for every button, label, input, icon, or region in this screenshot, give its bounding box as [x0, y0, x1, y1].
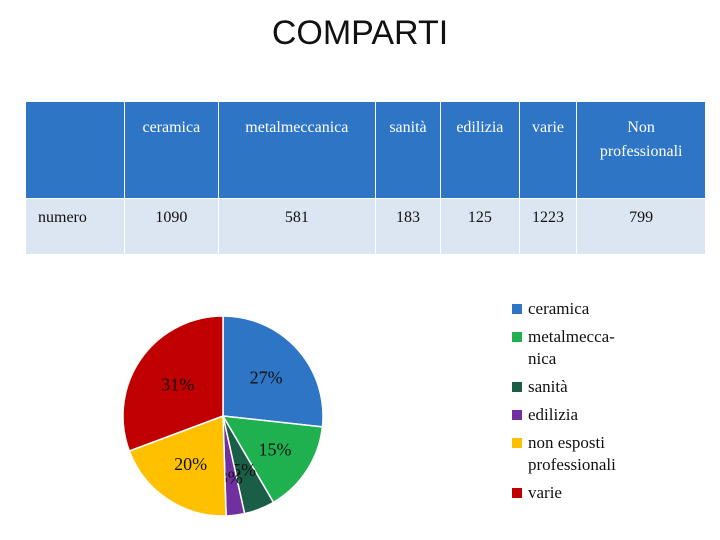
legend-item: edilizia — [512, 404, 712, 426]
pie-slice-varie — [122, 315, 224, 452]
legend-swatch — [512, 332, 522, 342]
page-title: COMPARTI — [271, 14, 449, 52]
pie-chart: 27%15%5%3%20%31% — [122, 315, 324, 517]
table-cell: 799 — [576, 198, 706, 255]
legend-swatch — [512, 382, 522, 392]
legend-item: sanità — [512, 376, 712, 398]
table-header-row: ceramica metalmeccanica sanità edilizia … — [26, 102, 706, 199]
table-header-cell: edilizia — [440, 102, 520, 199]
table-cell: 1223 — [519, 198, 578, 255]
pie-data-label: 27% — [250, 367, 283, 387]
table-cell: 183 — [375, 198, 442, 255]
legend-item: metalmecca- nica — [512, 326, 712, 370]
table-header-cell: metalmeccanica — [218, 102, 376, 199]
table-row: numero 1090 581 183 125 1223 799 — [26, 198, 706, 255]
pie-slice-ceramica — [222, 315, 324, 428]
pie-data-label: 31% — [161, 375, 194, 395]
pie-data-label: 20% — [174, 454, 207, 474]
legend-item: non esposti professionali — [512, 432, 712, 476]
comparti-table: ceramica metalmeccanica sanità edilizia … — [26, 102, 706, 255]
table-row-label: numero — [26, 198, 125, 255]
pie-data-label: 15% — [259, 440, 292, 460]
table-cell: 1090 — [124, 198, 219, 255]
table-header-cell — [26, 102, 125, 199]
table-header-cell: varie — [519, 102, 578, 199]
legend-label: metalmecca- nica — [528, 327, 615, 368]
table-header-cell: Non professionali — [576, 102, 706, 199]
table-cell: 581 — [218, 198, 376, 255]
legend-swatch — [512, 488, 522, 498]
table-header-cell: sanità — [375, 102, 442, 199]
legend-label: non esposti professionali — [528, 433, 616, 474]
legend-item: varie — [512, 482, 712, 504]
legend-label: sanità — [528, 377, 568, 396]
pie-data-label: 5% — [232, 460, 256, 480]
pie-slice-non-esposti-professionali — [128, 414, 227, 517]
pie-slice-metalmeccanica — [221, 415, 324, 504]
legend-label: ceramica — [528, 299, 590, 318]
legend-swatch — [512, 410, 522, 420]
legend-label: varie — [528, 483, 562, 502]
legend-item: ceramica — [512, 298, 712, 320]
legend-label: edilizia — [528, 405, 579, 424]
legend-swatch — [512, 438, 522, 448]
table-header-cell: ceramica — [124, 102, 219, 199]
table-cell: 125 — [440, 198, 520, 255]
legend-swatch — [512, 304, 522, 314]
chart-legend: ceramica metalmecca- nica sanità edilizia no… — [512, 298, 712, 510]
